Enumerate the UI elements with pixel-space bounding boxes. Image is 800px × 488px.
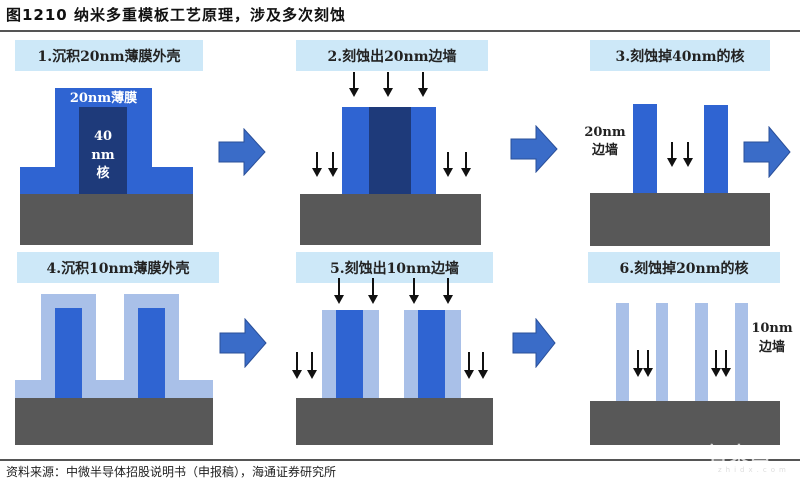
watermark-logo: 智東西 bbox=[708, 442, 771, 466]
process-arrow-icon bbox=[219, 318, 267, 368]
step-1-substrate bbox=[20, 194, 193, 245]
step-5-spacer bbox=[445, 310, 461, 398]
process-arrow-icon bbox=[743, 126, 791, 178]
step-3-side-label: 边墙 bbox=[591, 143, 618, 158]
step-1-core bbox=[79, 107, 127, 194]
step-2-core bbox=[369, 107, 411, 194]
step-5-spacer bbox=[404, 310, 418, 398]
step-2-label: 2.刻蚀出20nm边墙 bbox=[296, 40, 488, 71]
step-5-core-right bbox=[418, 310, 445, 398]
step-3-substrate bbox=[590, 193, 770, 246]
bottom-divider bbox=[0, 459, 800, 461]
process-arrow-icon bbox=[512, 318, 556, 368]
step-1-film-label: 20nm薄膜 bbox=[69, 91, 138, 106]
step-4-core-right bbox=[138, 308, 165, 398]
step-3-label: 3.刻蚀掉40nm的核 bbox=[590, 40, 770, 71]
top-divider bbox=[0, 30, 800, 32]
step-6-side-size: 10nm bbox=[751, 321, 793, 336]
step-4-film-base bbox=[15, 380, 213, 398]
watermark-url: zhidx.com bbox=[718, 466, 790, 474]
step-6-spacer bbox=[695, 303, 708, 401]
step-5-spacer bbox=[363, 310, 379, 398]
step-5-label: 5.刻蚀出10nm边墙 bbox=[296, 252, 493, 283]
process-arrow-icon bbox=[218, 128, 266, 176]
step-6-spacer bbox=[735, 303, 748, 401]
step-3-side-size: 20nm bbox=[584, 125, 626, 140]
step-6-spacer bbox=[616, 303, 629, 401]
step-2-substrate bbox=[300, 194, 481, 245]
step-1-core-unit: nm bbox=[91, 148, 115, 163]
step-5-substrate bbox=[296, 398, 493, 445]
process-arrow-icon bbox=[510, 125, 558, 173]
source-note: 资料来源：中微半导体招股说明书（申报稿），海通证券研究所 bbox=[6, 465, 337, 479]
step-6-spacer bbox=[656, 303, 668, 401]
step-4-label: 4.沉积10nm薄膜外壳 bbox=[17, 252, 219, 283]
step-2-spacer-right bbox=[411, 107, 436, 194]
step-2-spacer-left bbox=[342, 107, 369, 194]
step-6-substrate bbox=[590, 401, 780, 445]
step-3-spacer-left bbox=[633, 104, 657, 194]
step-3-spacer-right bbox=[704, 105, 728, 194]
step-6-label: 6.刻蚀掉20nm的核 bbox=[588, 252, 780, 283]
step-1-label: 1.沉积20nm薄膜外壳 bbox=[15, 40, 203, 71]
step-1-core-label: 核 bbox=[96, 166, 110, 181]
step-5-spacer bbox=[322, 310, 336, 398]
step-6-side-label: 边墙 bbox=[758, 340, 785, 355]
step-4-substrate bbox=[15, 398, 213, 445]
step-4-core-left bbox=[55, 308, 82, 398]
step-1-core-size: 40 bbox=[93, 129, 113, 144]
figure-title: 图1210 纳米多重模板工艺原理，涉及多次刻蚀 bbox=[6, 6, 346, 24]
step-5-core-left bbox=[336, 310, 363, 398]
